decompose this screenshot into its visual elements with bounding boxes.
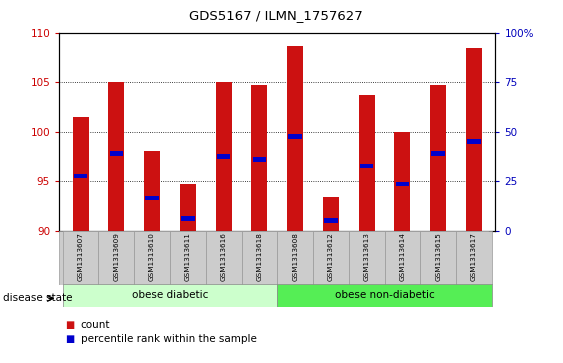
Bar — [181, 216, 195, 221]
Bar — [170, 231, 205, 285]
Bar — [62, 284, 278, 307]
Text: obese non-diabetic: obese non-diabetic — [334, 290, 435, 301]
Text: disease state: disease state — [3, 293, 72, 303]
Bar — [144, 151, 160, 231]
Bar — [324, 219, 338, 223]
Bar — [62, 231, 99, 285]
Bar — [217, 154, 230, 159]
Bar — [313, 231, 349, 285]
Bar — [360, 164, 373, 168]
Bar — [216, 82, 232, 231]
Bar — [242, 231, 278, 285]
Bar — [110, 151, 123, 156]
Bar — [349, 231, 385, 285]
Bar — [467, 139, 481, 144]
Bar — [134, 231, 170, 285]
Text: ■: ■ — [65, 320, 74, 330]
Bar — [74, 174, 87, 178]
Bar — [205, 231, 242, 285]
Text: GSM1313618: GSM1313618 — [256, 232, 262, 281]
Bar — [180, 184, 196, 231]
Bar — [430, 85, 446, 231]
Text: GSM1313611: GSM1313611 — [185, 232, 191, 281]
Bar — [421, 231, 456, 285]
Text: GSM1313610: GSM1313610 — [149, 232, 155, 281]
Bar — [145, 196, 159, 200]
Text: GSM1313615: GSM1313615 — [435, 232, 441, 281]
Text: GSM1313612: GSM1313612 — [328, 232, 334, 281]
Bar — [73, 117, 88, 231]
Text: GSM1313613: GSM1313613 — [364, 232, 370, 281]
Bar — [288, 134, 302, 139]
Text: GSM1313608: GSM1313608 — [292, 232, 298, 281]
Bar — [385, 231, 421, 285]
Bar — [251, 85, 267, 231]
Bar — [287, 45, 303, 231]
Bar — [431, 151, 445, 156]
Text: count: count — [81, 320, 110, 330]
Text: GSM1313617: GSM1313617 — [471, 232, 477, 281]
Text: GSM1313616: GSM1313616 — [221, 232, 227, 281]
Text: GSM1313609: GSM1313609 — [113, 232, 119, 281]
Bar — [466, 49, 482, 231]
Text: percentile rank within the sample: percentile rank within the sample — [81, 334, 256, 344]
Bar — [456, 231, 492, 285]
Bar — [359, 95, 375, 231]
Text: GSM1313607: GSM1313607 — [78, 232, 83, 281]
Text: GSM1313614: GSM1313614 — [400, 232, 405, 281]
Bar — [99, 231, 134, 285]
Bar — [395, 131, 410, 231]
Bar — [278, 231, 313, 285]
Text: obese diabetic: obese diabetic — [132, 290, 208, 301]
Bar — [396, 182, 409, 186]
Bar — [278, 284, 492, 307]
Text: GDS5167 / ILMN_1757627: GDS5167 / ILMN_1757627 — [189, 9, 363, 22]
Bar — [253, 157, 266, 162]
Text: ■: ■ — [65, 334, 74, 344]
Bar — [323, 197, 339, 231]
Bar — [108, 82, 124, 231]
